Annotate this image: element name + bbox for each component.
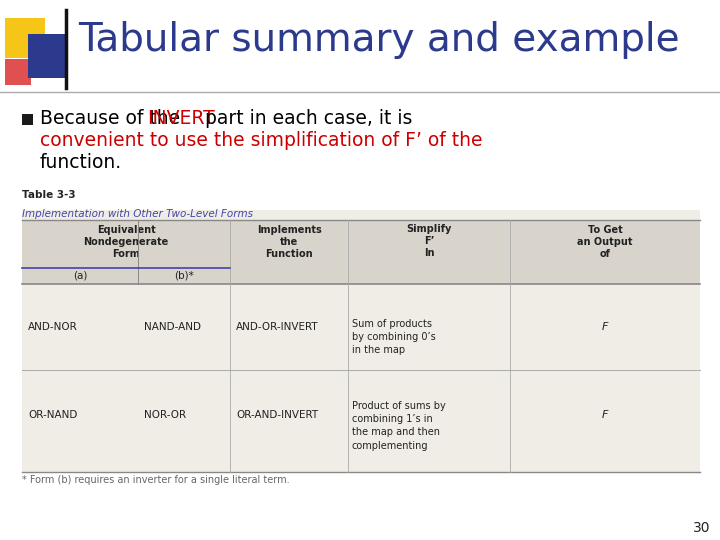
Text: Implements
the
Function: Implements the Function bbox=[256, 225, 321, 259]
Text: convenient to use the simplification of F’ of the: convenient to use the simplification of … bbox=[40, 132, 482, 151]
Text: Equivalent
Nondegenerate
Form: Equivalent Nondegenerate Form bbox=[84, 225, 168, 259]
Text: Sum of products
by combining 0’s
in the map: Sum of products by combining 0’s in the … bbox=[352, 319, 436, 355]
Text: Simplify
F’
In: Simplify F’ In bbox=[406, 224, 451, 259]
FancyBboxPatch shape bbox=[5, 59, 31, 85]
Text: Implementation with Other Two-Level Forms: Implementation with Other Two-Level Form… bbox=[22, 209, 253, 219]
FancyBboxPatch shape bbox=[22, 220, 700, 268]
Text: Tabular summary and example: Tabular summary and example bbox=[78, 21, 680, 59]
Text: NAND-AND: NAND-AND bbox=[144, 322, 201, 332]
FancyBboxPatch shape bbox=[22, 210, 700, 472]
Text: F: F bbox=[602, 322, 608, 332]
FancyBboxPatch shape bbox=[5, 18, 45, 58]
Text: Product of sums by
combining 1’s in
the map and then
complementing: Product of sums by combining 1’s in the … bbox=[352, 401, 446, 450]
FancyBboxPatch shape bbox=[28, 34, 66, 78]
Text: INVERT: INVERT bbox=[147, 110, 215, 129]
Text: F: F bbox=[602, 410, 608, 420]
Text: (b)*: (b)* bbox=[174, 271, 194, 281]
Text: 30: 30 bbox=[693, 521, 710, 535]
Text: To Get
an Output
of: To Get an Output of bbox=[577, 225, 633, 259]
Text: AND-OR-INVERT: AND-OR-INVERT bbox=[236, 322, 319, 332]
Text: part in each case, it is: part in each case, it is bbox=[199, 110, 413, 129]
Text: Because of the: Because of the bbox=[40, 110, 186, 129]
Text: OR-AND-INVERT: OR-AND-INVERT bbox=[236, 410, 318, 420]
FancyBboxPatch shape bbox=[22, 268, 700, 284]
Text: function.: function. bbox=[40, 153, 122, 172]
Text: AND-NOR: AND-NOR bbox=[28, 322, 78, 332]
FancyBboxPatch shape bbox=[22, 114, 33, 125]
Text: * Form (b) requires an inverter for a single literal term.: * Form (b) requires an inverter for a si… bbox=[22, 475, 289, 485]
Text: (a): (a) bbox=[73, 271, 87, 281]
Text: OR-NAND: OR-NAND bbox=[28, 410, 77, 420]
Text: NOR-OR: NOR-OR bbox=[144, 410, 186, 420]
Text: Table 3-3: Table 3-3 bbox=[22, 190, 76, 200]
